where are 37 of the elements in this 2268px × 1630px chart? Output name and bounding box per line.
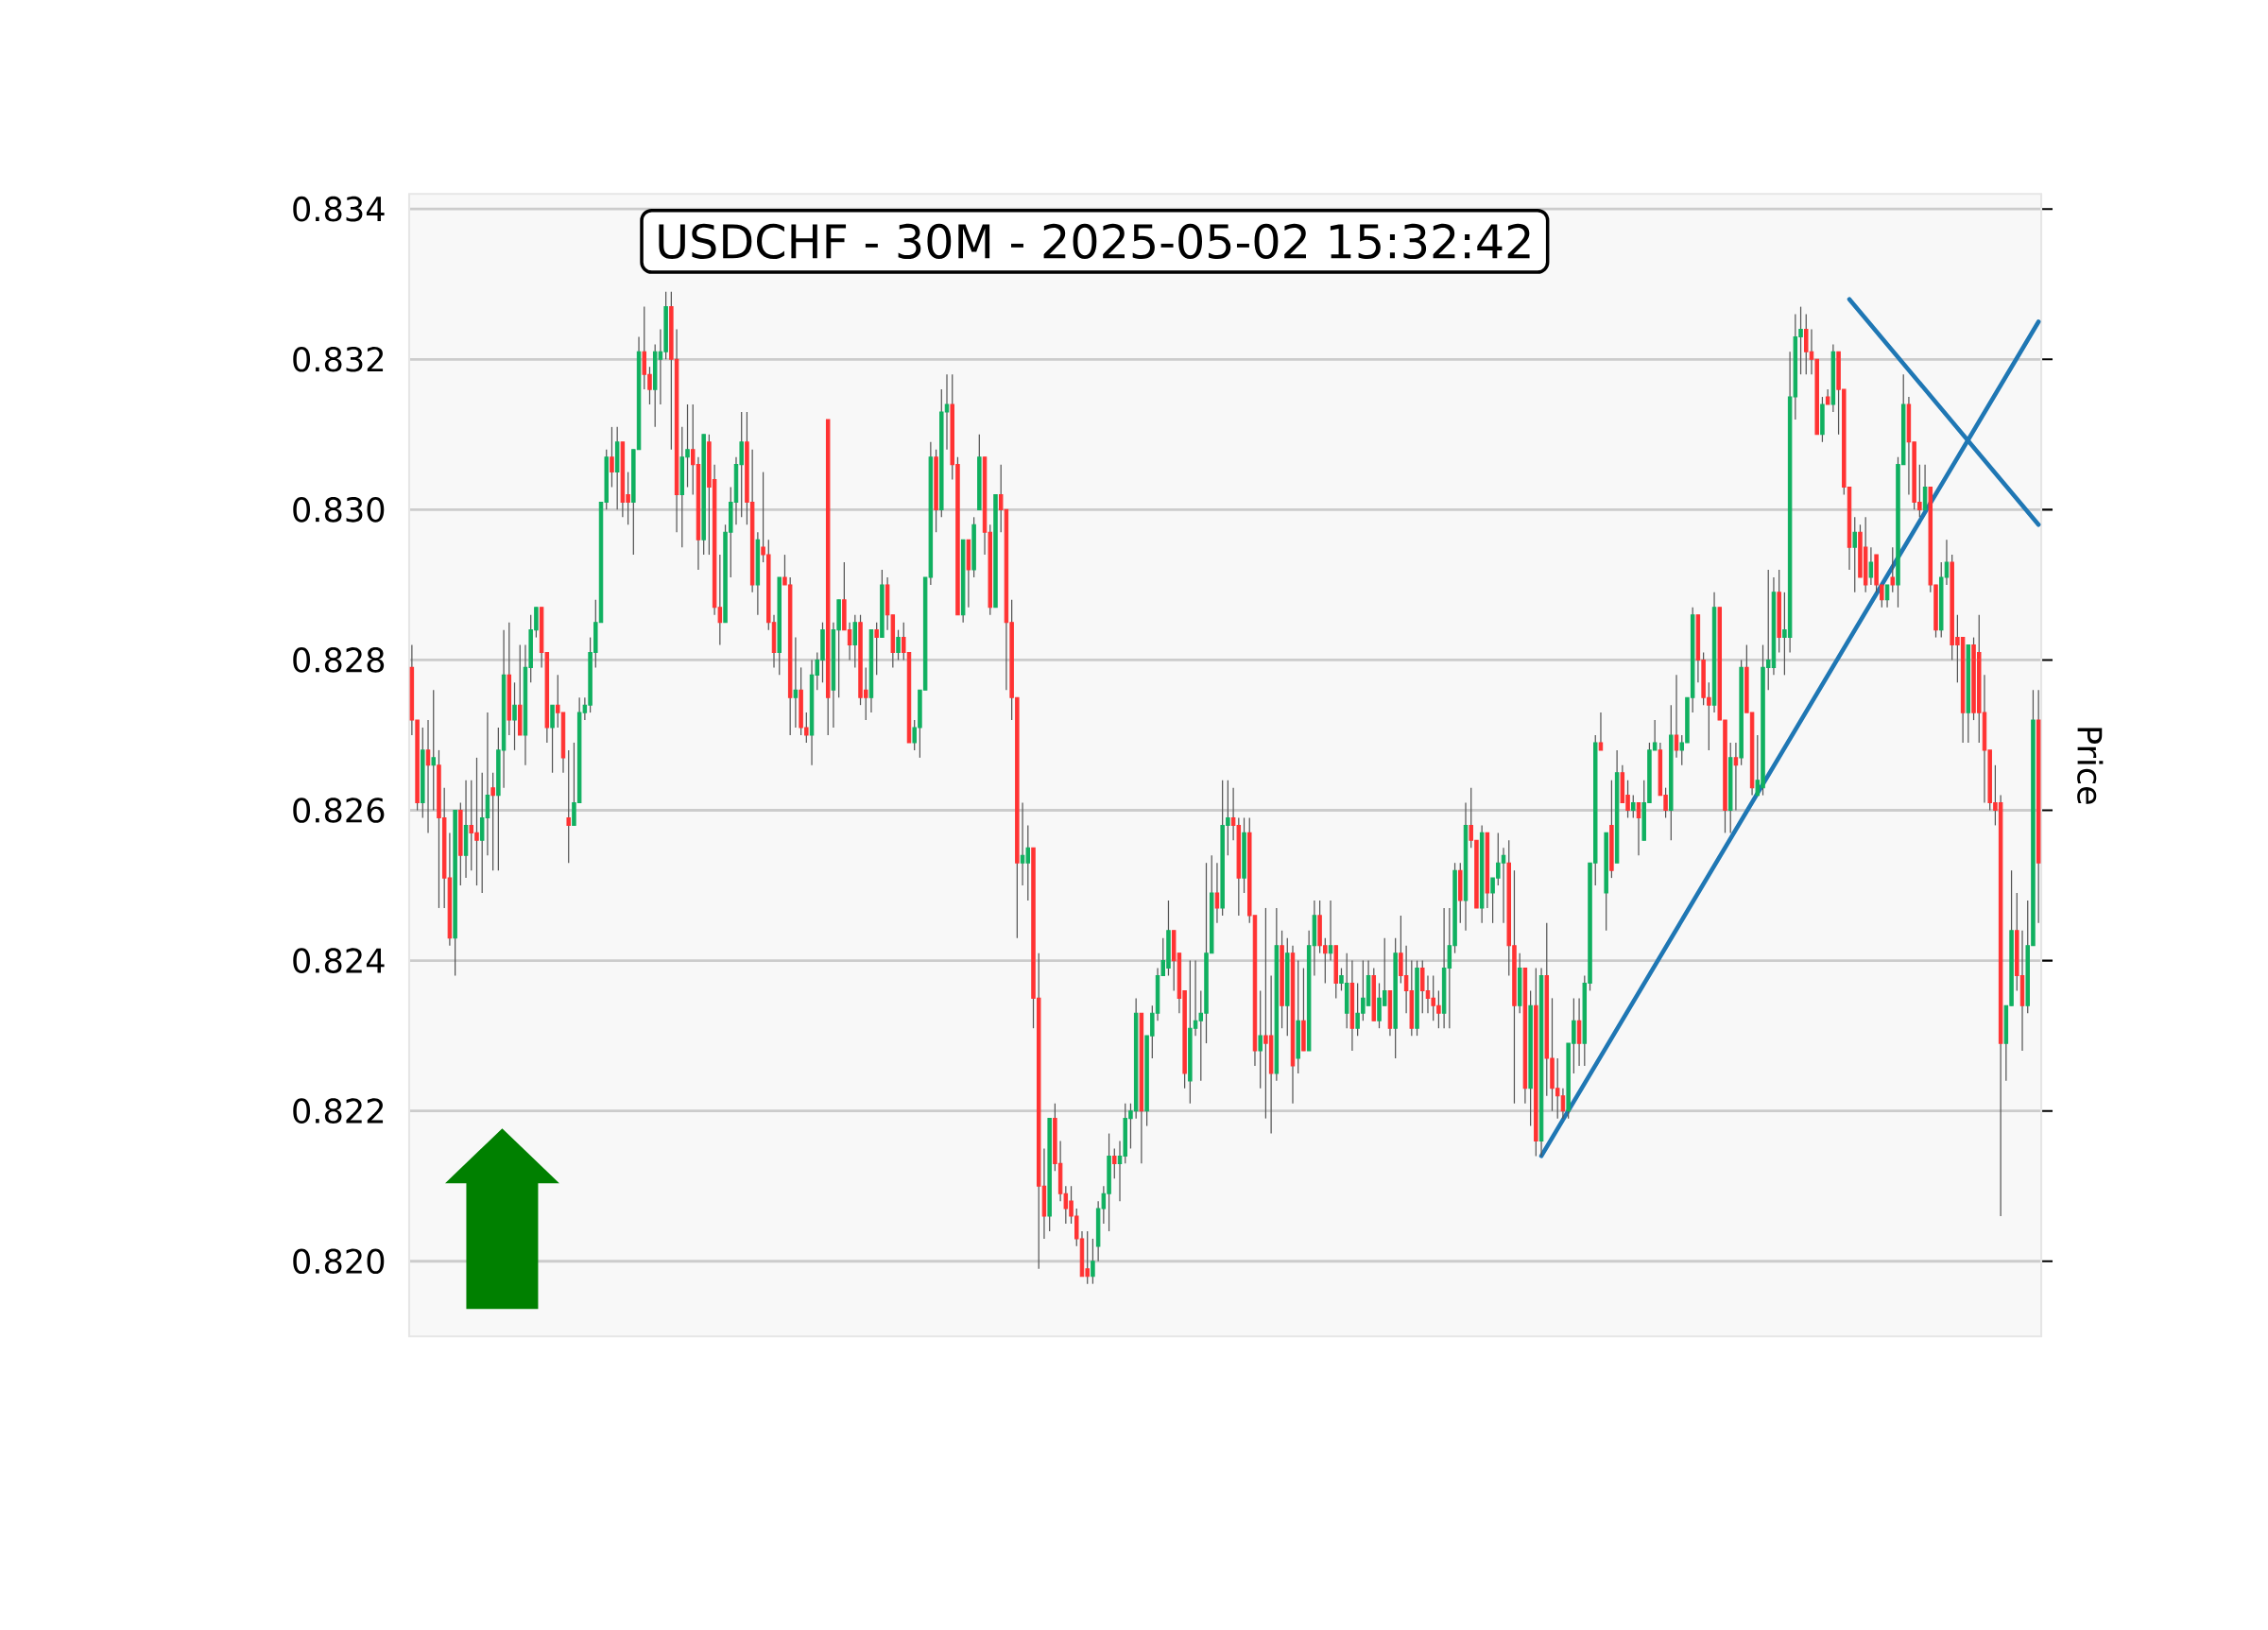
candlestick xyxy=(874,622,879,676)
candlestick xyxy=(610,426,614,489)
y-tick-label: 0.834 xyxy=(293,196,385,222)
candlestick xyxy=(1922,464,1928,510)
y-tick-label: 0.828 xyxy=(293,647,385,673)
candlestick xyxy=(1636,801,1641,856)
candlestick xyxy=(1884,584,1890,609)
candlestick xyxy=(550,704,555,774)
candlestick xyxy=(1890,546,1896,593)
candlestick xyxy=(1733,742,1739,812)
text: USDCHF - 30M - 2025-05-02 15:32:42 xyxy=(659,223,1530,260)
candlestick xyxy=(793,636,799,729)
y-tick-label: 0.822 xyxy=(293,1098,384,1124)
candlestick xyxy=(512,681,517,751)
candlestick xyxy=(1631,795,1636,819)
candlestick xyxy=(566,749,571,864)
candlestick xyxy=(490,772,495,871)
candlestick xyxy=(431,689,436,812)
y-tick-label: 0.824 xyxy=(293,948,385,973)
candlestick xyxy=(852,614,858,669)
candlestick xyxy=(1214,862,1220,924)
candlestick xyxy=(1112,1147,1117,1179)
y-axis-title: Price xyxy=(2077,728,2104,804)
candlestick xyxy=(425,719,431,834)
candlestick xyxy=(896,629,901,661)
candlestick xyxy=(1852,516,1857,593)
candlestick xyxy=(1674,674,1679,759)
candlestick xyxy=(1258,989,1263,1090)
candlestick xyxy=(1576,997,1582,1067)
y-tick-label: 0.830 xyxy=(293,497,385,523)
y-tick-label: 0.820 xyxy=(293,1248,385,1275)
candlestick xyxy=(1598,712,1604,751)
candlestick xyxy=(1868,546,1874,586)
candlestick xyxy=(1328,900,1333,962)
y-tick-label: 0.826 xyxy=(293,798,385,823)
candlestick xyxy=(1091,1238,1095,1285)
y-tick-label: 0.832 xyxy=(293,346,384,372)
